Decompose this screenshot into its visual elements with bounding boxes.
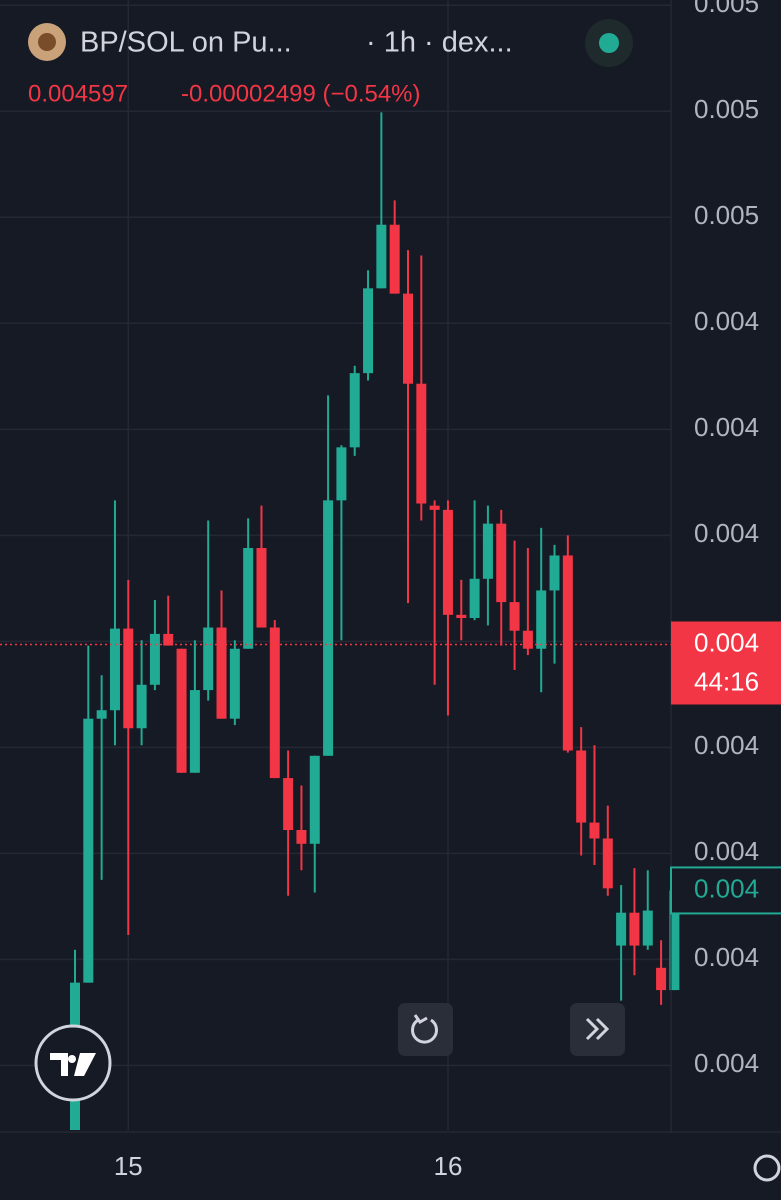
logo-mark xyxy=(50,1053,96,1076)
candle-body xyxy=(496,523,507,603)
scroll-icon xyxy=(585,1017,610,1041)
candle-body xyxy=(482,523,493,579)
last-price-badge xyxy=(671,621,781,705)
candle-body xyxy=(456,614,467,619)
candle-body xyxy=(442,509,453,615)
candle-body xyxy=(123,628,134,729)
candle-body xyxy=(296,830,307,844)
chart-title: BP/SOL on Pu... xyxy=(80,27,292,59)
candle-body xyxy=(309,755,320,844)
candle-body xyxy=(576,750,587,823)
y-tick-label: 0.005 xyxy=(694,94,759,124)
candle-body xyxy=(136,684,147,729)
candle-body xyxy=(149,633,160,685)
candle-body xyxy=(589,822,600,839)
candle-body xyxy=(349,373,360,448)
countdown: 44:16 xyxy=(694,666,759,696)
candle-body xyxy=(536,590,547,649)
candle-body xyxy=(203,627,214,691)
candle-body xyxy=(216,627,227,719)
token-avatar-inner xyxy=(38,33,56,51)
candle-body xyxy=(629,912,640,946)
y-tick-label: 0.005 xyxy=(694,200,759,230)
legend-change: -0.00002499 (−0.54%) xyxy=(181,80,421,107)
candle-body xyxy=(283,778,294,831)
reset-icon xyxy=(411,1018,438,1044)
y-tick-label: 0.004 xyxy=(694,518,759,548)
x-tick-label: 15 xyxy=(114,1151,143,1181)
candle-body xyxy=(669,890,680,991)
last-price-label: 0.004 xyxy=(694,627,759,657)
candle-body xyxy=(403,293,413,384)
candle-body xyxy=(323,500,334,756)
candle-body xyxy=(602,838,613,889)
price-axis: 0.005 0.005 0.005 0.004 0.004 0.004 0.004 0.004… xyxy=(670,0,781,1078)
y-tick-label: 0.004 xyxy=(694,306,759,336)
candle-body xyxy=(363,288,374,374)
candle-body xyxy=(549,555,560,591)
reset-button[interactable] xyxy=(398,1003,453,1056)
candle-body xyxy=(522,630,533,649)
y-tick-label: 0.005 xyxy=(694,0,759,18)
x-tick-label: 16 xyxy=(433,1151,462,1181)
y-tick-label: 0.004 xyxy=(694,942,759,972)
candle-body xyxy=(376,224,387,289)
price-tag-label: 0.004 xyxy=(694,873,759,903)
candle-body xyxy=(229,648,240,719)
candle-body xyxy=(96,710,107,719)
y-tick-label: 0.004 xyxy=(694,1048,759,1078)
chart-subtitle: · 1h · dex... xyxy=(366,27,513,59)
candle-body xyxy=(389,224,400,294)
y-tick-label: 0.004 xyxy=(694,836,759,866)
candle-body xyxy=(656,967,667,991)
candle-body xyxy=(163,633,174,646)
logo-mark xyxy=(68,1055,76,1063)
candle-body xyxy=(189,690,200,773)
candle-body xyxy=(176,648,187,773)
candle-body xyxy=(243,548,254,649)
candle-body xyxy=(256,548,267,628)
candle-body xyxy=(642,910,653,946)
candle-body xyxy=(269,627,280,779)
candles xyxy=(0,112,680,1130)
y-tick-label: 0.004 xyxy=(694,412,759,442)
candle-body xyxy=(416,383,427,504)
reset-icon xyxy=(413,1014,428,1024)
candle-body xyxy=(429,505,440,510)
legend-price: 0.004597 xyxy=(28,80,128,107)
price-tag xyxy=(670,866,781,915)
settings-icon[interactable] xyxy=(753,1154,781,1182)
status-dot xyxy=(599,33,619,53)
candle-body xyxy=(616,912,627,946)
candle-body xyxy=(562,555,573,751)
logo[interactable] xyxy=(34,1024,112,1102)
candle-body xyxy=(469,578,480,619)
candle-body xyxy=(509,602,520,631)
candle-body xyxy=(336,447,347,501)
candle-body xyxy=(83,718,94,983)
y-tick-label: 0.004 xyxy=(694,730,759,760)
candle-body xyxy=(109,628,120,711)
